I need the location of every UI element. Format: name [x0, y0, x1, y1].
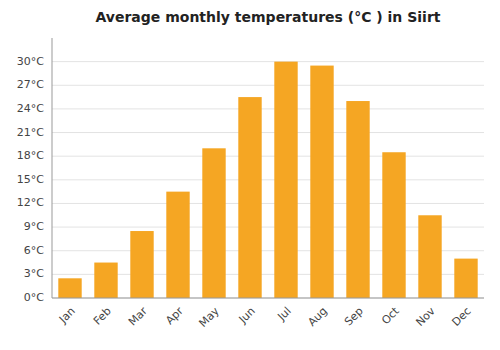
grid-line — [52, 61, 484, 62]
y-tick-label: 0°C — [24, 291, 44, 304]
x-tick-labels: Jan Feb Mar Apr May Jun Jul Aug Sep Oct Nov Dec — [56, 304, 474, 330]
x-tick-label: Oct — [379, 304, 402, 327]
x-tick-label: Mar — [126, 304, 150, 328]
bar — [310, 66, 333, 298]
x-tick-label: May — [196, 304, 222, 330]
y-tick-label: 15°C — [17, 173, 44, 186]
bar — [346, 101, 369, 298]
bar — [202, 148, 225, 298]
y-tick-label: 3°C — [24, 267, 44, 280]
x-tick-label: Aug — [305, 305, 329, 329]
grid-line — [52, 298, 484, 299]
x-tick-label: Apr — [163, 304, 186, 327]
grid-line — [52, 108, 484, 109]
y-tick-label: 27°C — [17, 78, 44, 91]
title: Average monthly temperatures (°C ) in Si… — [96, 9, 441, 25]
bar — [58, 278, 81, 298]
x-tick-label: Feb — [91, 305, 114, 328]
bar — [130, 231, 153, 298]
chart: 0°C 3°C 6°C 9°C 12°C 15°C 18°C 21°C 24°C 27°C 30°C… — [0, 0, 500, 350]
bar — [454, 259, 477, 298]
x-axis-line — [52, 298, 484, 299]
bar — [238, 97, 261, 298]
grid-line — [52, 85, 484, 86]
y-tick-label: 6°C — [24, 244, 44, 257]
y-tick-label: 9°C — [24, 220, 44, 233]
y-tick-label: 24°C — [17, 102, 44, 115]
chart-container: 0°C 3°C 6°C 9°C 12°C 15°C 18°C 21°C 24°C 27°C 30°C… — [0, 0, 500, 350]
x-tick-label: Jan — [56, 305, 78, 327]
bars — [58, 62, 477, 298]
y-tick-labels: 0°C 3°C 6°C 9°C 12°C 15°C 18°C 21°C 24°C 27°C 30°C — [17, 55, 44, 304]
grid-line — [52, 179, 484, 180]
grid — [52, 62, 484, 298]
y-tick-label: 18°C — [17, 149, 44, 162]
bar — [382, 152, 405, 298]
bar — [274, 62, 297, 298]
bar — [418, 215, 441, 298]
y-tick-label: 30°C — [17, 55, 44, 68]
bar — [166, 192, 189, 298]
x-tick-label: Nov — [413, 304, 438, 329]
x-tick-label: Jul — [274, 305, 293, 324]
background — [0, 0, 500, 350]
y-axis-line — [52, 38, 53, 298]
x-tick-label: Dec — [450, 305, 474, 329]
grid-line — [52, 156, 484, 157]
grid-line — [52, 132, 484, 133]
grid-line — [52, 203, 484, 204]
x-tick-label: Sep — [342, 305, 366, 329]
y-tick-label: 12°C — [17, 196, 44, 209]
bar — [94, 263, 117, 298]
y-tick-label: 21°C — [17, 126, 44, 139]
x-tick-label: Jun — [236, 305, 258, 327]
